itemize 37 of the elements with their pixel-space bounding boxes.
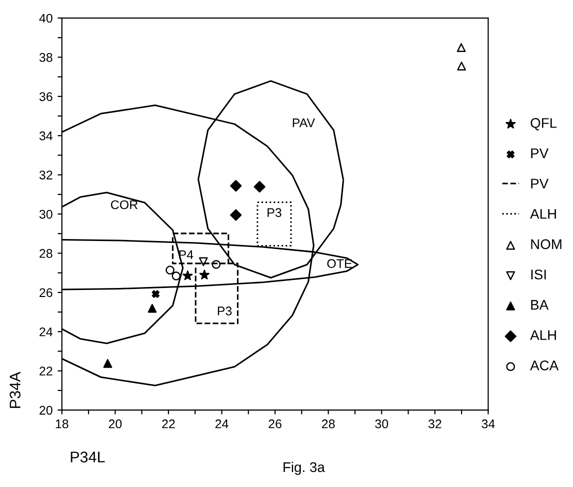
y-tick-label: 24 (40, 327, 52, 336)
y-tick-label: 32 (39, 170, 52, 180)
x-tick-label: 26 (268, 419, 282, 428)
x-axis-title: P34L (70, 452, 105, 462)
annotation: OTE (327, 259, 352, 268)
x-tick-label: 20 (108, 419, 122, 428)
y-tick-label: 26 (40, 288, 52, 298)
y-tick-label: 20 (40, 406, 52, 415)
annotation: P3 (218, 306, 232, 316)
x-tick-label: 34 (482, 419, 495, 428)
legend-label: QFL (530, 118, 557, 130)
y-tick-label: 28 (40, 249, 52, 258)
y-tick-label: 30 (39, 210, 52, 219)
annotation: COR (110, 200, 138, 210)
legend-label: BA (531, 300, 549, 310)
caption: Fig. 3a (284, 462, 325, 475)
legend-label: PV (531, 148, 549, 158)
x-tick-label: 22 (162, 419, 175, 428)
annotation: P3 (268, 208, 282, 218)
legend-label: PV (531, 178, 549, 188)
y-tick-label: 40 (39, 14, 52, 23)
x-tick-label: 30 (375, 419, 388, 428)
y-tick-label: 34 (39, 131, 52, 140)
legend-label: ALH (530, 209, 556, 219)
x-tick-label: 28 (322, 419, 335, 428)
legend-label: ACA (530, 360, 559, 370)
annotation: PAV (292, 118, 315, 128)
legend-label: NOM (531, 239, 562, 250)
y-tick-label: 36 (39, 92, 52, 102)
x-tick-label: 24 (215, 419, 228, 428)
legend-label: ALH (530, 330, 556, 340)
y-axis-title: P34A (10, 372, 20, 408)
y-tick-label: 22 (40, 366, 52, 376)
x-tick-label: 32 (428, 419, 442, 428)
y-tick-label: 38 (39, 53, 52, 62)
x-tick-label: 18 (56, 419, 68, 428)
legend-label: ISI (531, 270, 546, 280)
